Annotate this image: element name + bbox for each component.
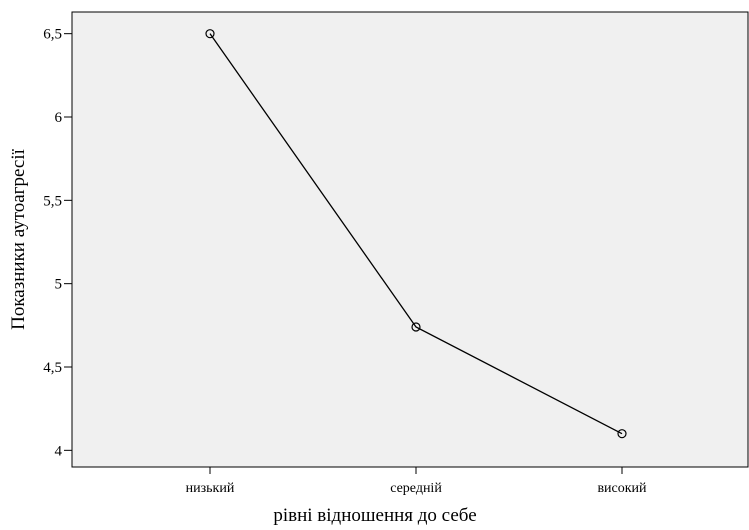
plot-area [71, 11, 749, 468]
y-tick-label: 4,5 [43, 360, 62, 376]
x-axis-ticks: низький середній високий [186, 467, 647, 496]
y-tick-label: 6,5 [43, 27, 62, 43]
x-tick-label: високий [597, 481, 647, 496]
series-layer [205, 29, 627, 439]
data-point [411, 322, 421, 332]
x-axis-title: рівні відношення до себе [273, 505, 476, 525]
y-tick-label: 6 [55, 110, 63, 126]
x-tick-label: низький [186, 481, 235, 496]
x-tick-label: середній [390, 481, 442, 496]
data-point [617, 429, 627, 439]
y-tick-label: 5,5 [43, 193, 62, 209]
y-tick-label: 5 [55, 277, 63, 293]
y-axis-title: Показники аутоагресії [8, 148, 29, 329]
series-line [209, 33, 623, 435]
y-tick-label: 4 [55, 443, 63, 459]
data-point [205, 29, 215, 39]
y-axis-ticks: 4 4,5 5 5,5 6 6,5 [43, 27, 72, 459]
